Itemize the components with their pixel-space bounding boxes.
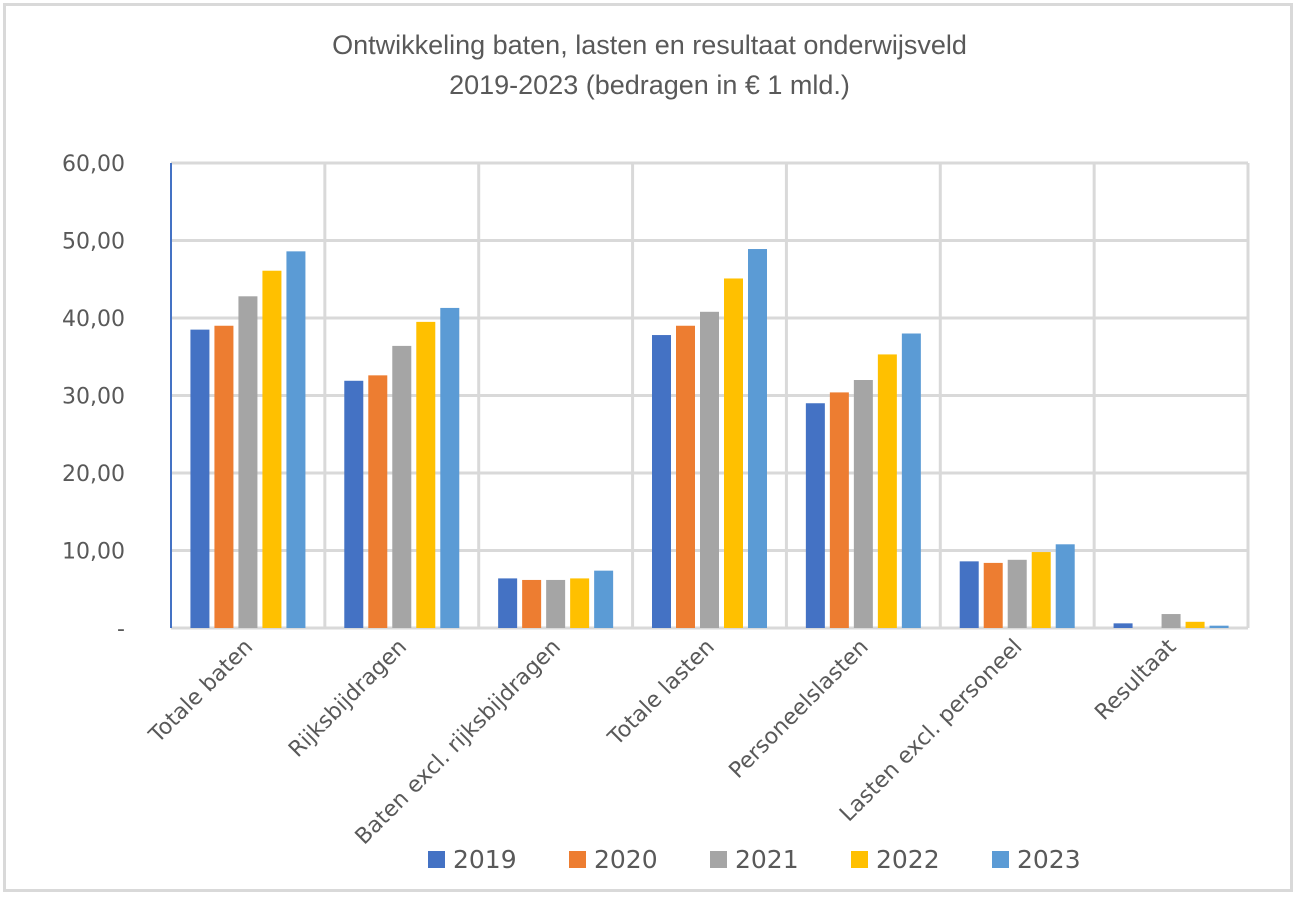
y-tick-label-60: 60,00 (62, 152, 125, 177)
legend-swatch-2019 (428, 851, 445, 868)
x-category-label: Rijksbijdragen (284, 635, 412, 763)
bar-2020-1 (368, 375, 388, 628)
x-category-label: Totale lasten (603, 635, 720, 752)
bar-2019-2 (498, 578, 518, 628)
legend-swatch-2021 (710, 851, 727, 868)
bar-2022-1 (416, 321, 436, 628)
legend-swatch-2023 (992, 851, 1009, 868)
legend-swatch-2022 (851, 851, 868, 868)
y-tick-label-20: 20,00 (62, 462, 125, 487)
legend-label-2019: 2019 (453, 845, 517, 874)
bar-2023-4 (901, 333, 921, 628)
x-category-label: Personeelslasten (725, 635, 874, 784)
bar-2022-6 (1185, 621, 1205, 628)
bar-2021-6 (1161, 614, 1181, 628)
bar-2023-5 (1055, 544, 1075, 628)
bar-2020-2 (522, 579, 542, 628)
bar-2019-5 (959, 561, 979, 628)
bar-2019-4 (805, 403, 825, 628)
bar-2020-0 (214, 325, 234, 628)
chart-title-line-2: 2019-2023 (bedragen in € 1 mld.) (449, 70, 850, 100)
chart-title-line-1: Ontwikkeling baten, lasten en resultaat … (332, 30, 967, 60)
legend: 2019 2020 2021 2022 2023 (428, 845, 1081, 874)
y-tick-label-10: 10,00 (62, 540, 125, 565)
y-tick-label-50: 50,00 (62, 230, 125, 255)
x-category-label: Resultaat (1090, 634, 1181, 725)
legend-swatch-2020 (569, 851, 586, 868)
bar-2022-4 (877, 354, 897, 628)
bar-2021-4 (853, 380, 873, 628)
bar-2022-2 (570, 578, 590, 628)
legend-label-2020: 2020 (594, 845, 658, 874)
x-category-label: Lasten excl. personeel (835, 635, 1027, 827)
legend-label-2023: 2023 (1017, 845, 1081, 874)
y-tick-labels: - 10,00 20,00 30,00 40,00 50,00 60,00 (62, 152, 125, 642)
bar-2020-5 (983, 562, 1003, 628)
bar-2021-5 (1007, 559, 1027, 628)
bar-2021-0 (238, 296, 258, 628)
y-tick-label-30: 30,00 (62, 385, 125, 410)
bar-2021-3 (700, 311, 719, 628)
bars (190, 249, 1229, 628)
y-tick-label-40: 40,00 (62, 307, 125, 332)
bar-2020-3 (676, 325, 695, 628)
bar-2019-0 (190, 329, 210, 628)
bar-2019-1 (344, 380, 364, 628)
legend-label-2022: 2022 (876, 845, 940, 874)
x-category-label: Totale baten (144, 635, 258, 749)
legend-label-2021: 2021 (735, 845, 799, 874)
bar-2023-3 (748, 249, 767, 628)
bar-2023-1 (440, 307, 460, 628)
bar-2023-6 (1209, 625, 1229, 628)
bar-2022-3 (724, 278, 743, 628)
bar-2023-2 (594, 570, 614, 628)
bar-2022-5 (1031, 552, 1051, 628)
bar-2019-6 (1113, 623, 1133, 628)
bar-2019-3 (652, 335, 671, 628)
bar-2021-1 (392, 345, 412, 628)
bar-2022-0 (262, 270, 282, 628)
y-tick-label-0: - (117, 617, 125, 642)
bar-2020-4 (829, 392, 849, 628)
bar-2023-0 (286, 251, 306, 628)
bar-2021-2 (546, 579, 566, 628)
